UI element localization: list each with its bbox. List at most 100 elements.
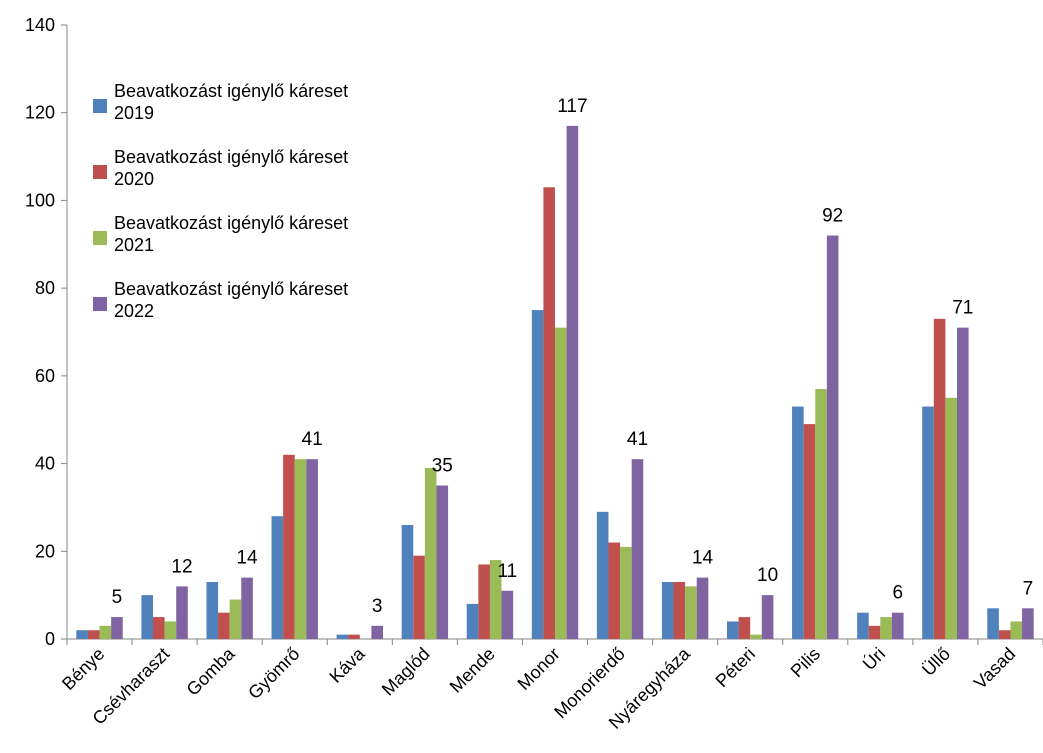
- bar: [880, 617, 892, 639]
- bar: [1010, 621, 1023, 639]
- bar: [111, 617, 123, 639]
- data-label: 14: [692, 548, 714, 569]
- bar: [241, 577, 253, 639]
- data-label: 92: [822, 206, 843, 227]
- x-category-label: Maglód: [378, 644, 434, 700]
- legend-label: Beavatkozást igénylő káreset 2021: [114, 213, 348, 255]
- bar: [218, 612, 230, 639]
- bar: [673, 581, 686, 639]
- x-category-label: Gomba: [183, 643, 240, 700]
- bar: [1022, 608, 1034, 639]
- bar: [957, 327, 969, 639]
- legend-label: Beavatkozást igénylő káreset 2020: [114, 147, 348, 189]
- bar: [99, 625, 112, 639]
- bar: [306, 459, 318, 639]
- bar: [998, 630, 1011, 639]
- bar: [803, 424, 816, 639]
- bar: [176, 586, 188, 639]
- bar: [826, 235, 839, 639]
- bar: [987, 608, 999, 639]
- bar: [76, 630, 88, 639]
- bar: [792, 406, 804, 639]
- data-label: 6: [892, 583, 903, 604]
- x-category-label: Úri: [858, 643, 889, 674]
- bar: [141, 595, 153, 639]
- bar: [761, 595, 774, 639]
- x-category-label: Vasad: [970, 644, 1019, 693]
- x-category-label: Péteri: [712, 644, 759, 691]
- bar: [620, 546, 632, 639]
- y-tick-label: 20: [35, 541, 55, 561]
- bar: [661, 581, 674, 639]
- x-category-label: Mende: [446, 644, 499, 697]
- bar: [933, 318, 946, 639]
- x-category-label: Káva: [325, 643, 369, 687]
- bar: [424, 467, 437, 639]
- bar: [371, 625, 383, 639]
- bar: [478, 564, 490, 639]
- data-label: 10: [757, 565, 778, 586]
- legend-label: Beavatkozást igénylő káreset 2022: [114, 279, 348, 321]
- bar: [466, 603, 479, 639]
- bar: [696, 577, 709, 639]
- y-tick-label: 40: [35, 454, 55, 474]
- x-category-label: Bénye: [58, 644, 108, 694]
- x-category-label: Gyömrő: [244, 644, 303, 703]
- bar: [531, 310, 544, 639]
- legend: Beavatkozást igénylő káreset 2019 Beavatko…: [93, 81, 348, 321]
- bar: [501, 590, 514, 639]
- bar: [436, 485, 449, 639]
- y-tick-label: 80: [35, 278, 55, 298]
- legend-label: Beavatkozást igénylő káreset 2019: [114, 81, 348, 123]
- y-tick-label: 60: [35, 366, 55, 386]
- bar: [543, 187, 555, 639]
- bar: [348, 634, 360, 639]
- data-label: 14: [236, 548, 258, 569]
- bar: [815, 389, 827, 639]
- data-label: 7: [1023, 578, 1034, 599]
- bar: [153, 617, 165, 639]
- legend-swatch: [93, 297, 107, 311]
- data-label: 35: [432, 456, 453, 477]
- y-tick-label: 140: [25, 15, 55, 35]
- y-tick-label: 120: [25, 103, 55, 123]
- data-label: 11: [497, 561, 517, 582]
- bar: [283, 454, 295, 639]
- bar: [206, 581, 219, 639]
- x-category-label: Üllő: [918, 644, 954, 680]
- bar: [727, 621, 739, 639]
- bar: [555, 327, 567, 639]
- x-category-label: Monor: [514, 644, 564, 694]
- data-label: 71: [952, 298, 973, 319]
- bar: [229, 599, 242, 639]
- data-label: 117: [557, 96, 587, 117]
- legend-swatch: [93, 165, 107, 179]
- bar: [631, 459, 644, 639]
- bar: [750, 634, 762, 639]
- bar: [294, 459, 307, 639]
- bar: [738, 617, 751, 639]
- y-tick-label: 0: [45, 629, 55, 649]
- bar: [489, 560, 502, 639]
- bar: [891, 612, 904, 639]
- bar: [685, 586, 697, 639]
- bar: [566, 125, 579, 639]
- bar: [857, 612, 869, 639]
- bar: [413, 555, 425, 639]
- bar: [945, 397, 957, 639]
- data-label: 3: [372, 596, 383, 617]
- bars: [76, 125, 1034, 639]
- bar: [401, 524, 414, 639]
- x-category-label: Pilis: [787, 644, 824, 681]
- bar: [271, 516, 284, 639]
- y-tick-label: 100: [25, 190, 55, 210]
- bar: [87, 630, 100, 639]
- bar: [164, 621, 177, 639]
- data-labels: 5 12 14 41 3 35 11 117 41 14 10 92 6 71 7: [112, 96, 1034, 617]
- data-label: 5: [112, 587, 123, 608]
- data-label: 41: [302, 429, 323, 450]
- bar: [868, 625, 881, 639]
- bar: [922, 406, 934, 639]
